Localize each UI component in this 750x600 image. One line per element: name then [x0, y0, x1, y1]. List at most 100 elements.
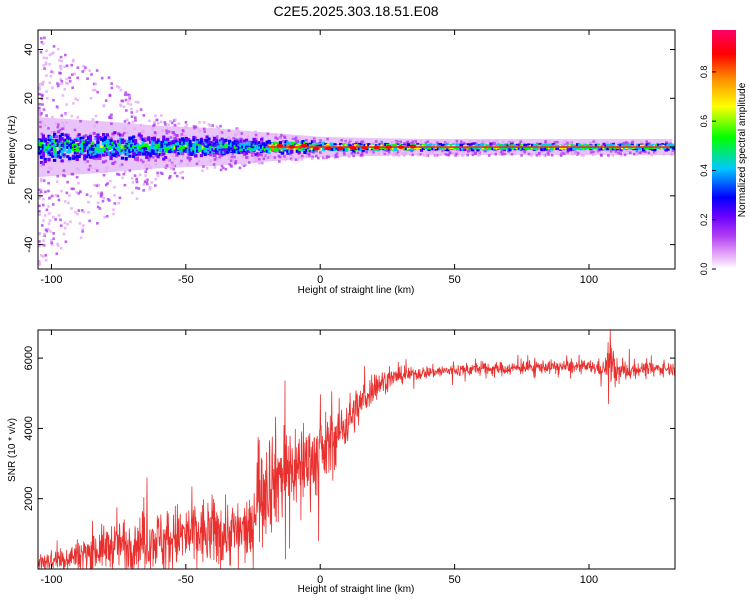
spectrogram-cell — [58, 149, 62, 153]
spectrogram-cell — [118, 133, 123, 137]
spectrogram-cell — [535, 151, 538, 155]
spectrogram-cell — [211, 124, 215, 127]
spectrogram-cell — [654, 151, 658, 155]
spectrogram-cell — [250, 145, 254, 149]
spectrogram-x-tick-label: 50 — [448, 274, 460, 286]
spectrogram-cell — [212, 142, 217, 146]
spectrogram-cell — [38, 188, 41, 192]
spectrogram-cell — [56, 143, 61, 147]
spectrogram-cell — [254, 144, 258, 148]
spectrogram-cell — [175, 134, 179, 138]
spectrogram-cell — [48, 62, 51, 66]
spectrogram-cell — [483, 142, 487, 146]
spectrogram-cell — [424, 141, 428, 145]
spectrogram-cell — [449, 149, 453, 152]
spectrogram-cell — [658, 144, 663, 148]
spectrogram-cell — [293, 147, 298, 151]
spectrogram-cell — [416, 142, 420, 146]
spectrogram-cell — [111, 153, 115, 157]
spectrogram-cell — [152, 156, 155, 159]
spectrogram-cell — [113, 131, 117, 135]
spectrogram-cell — [504, 144, 508, 148]
spectrogram-cell — [118, 196, 122, 200]
spectrogram-cell — [141, 149, 145, 153]
spectrogram-cell — [267, 144, 271, 148]
spectrogram-cell — [430, 148, 434, 152]
spectrogram-cell — [534, 147, 538, 151]
spectrogram-cell — [143, 137, 147, 141]
spectrogram-cell — [77, 192, 80, 195]
spectrogram-cell — [115, 155, 118, 159]
spectrogram-cell — [228, 139, 232, 143]
spectrogram-cell — [548, 140, 552, 144]
spectrogram-cell — [323, 156, 327, 160]
spectrogram-cell — [611, 154, 615, 157]
spectrogram-cell — [39, 177, 43, 181]
spectrogram-cell — [162, 139, 166, 143]
spectrogram-cell — [246, 146, 251, 150]
spectrogram-cell — [241, 163, 244, 166]
spectrogram-cell — [156, 140, 160, 144]
spectrogram-cell — [512, 146, 516, 150]
spectrogram-cell — [192, 150, 196, 154]
spectrogram-cell — [207, 137, 211, 141]
spectrogram-cell — [105, 147, 109, 151]
spectrogram-cell — [325, 156, 328, 160]
spectrogram-cell — [181, 176, 185, 180]
spectrogram-cell — [294, 158, 298, 161]
spectrogram-cell — [239, 148, 243, 152]
spectrogram-cell — [126, 141, 130, 145]
spectrogram-cell — [163, 121, 167, 124]
spectrogram-cell — [211, 145, 215, 149]
spectrogram-cell — [45, 146, 49, 150]
spectrogram-cell — [530, 143, 535, 147]
spectrogram-cell — [617, 144, 621, 148]
spectrogram-cell — [162, 135, 166, 139]
spectrogram-cell — [275, 143, 279, 147]
spectrogram-cell — [85, 155, 89, 159]
spectrogram-cell — [49, 135, 53, 139]
snr-y-label: SNR (10 * v/v) — [7, 418, 18, 482]
spectrogram-cell — [59, 218, 62, 222]
spectrogram-cell — [184, 138, 188, 142]
spectrogram-cell — [47, 158, 51, 162]
spectrogram-cell — [147, 152, 151, 156]
spectrogram-cell — [135, 186, 138, 190]
spectrogram-cell — [98, 154, 102, 158]
spectrogram-cell — [468, 140, 472, 143]
spectrogram-cell — [511, 141, 514, 145]
spectrogram-cell — [340, 144, 345, 148]
spectrogram-cell — [59, 64, 63, 68]
spectrogram-cell — [462, 154, 465, 157]
spectrogram-cell — [244, 138, 249, 142]
spectrogram-cell — [135, 177, 138, 181]
spectrogram-x-ticks: -100 -50 0 50 100 — [40, 30, 598, 286]
spectrogram-cell — [111, 162, 115, 166]
spectrogram-cell — [110, 86, 114, 90]
spectrogram-cell — [327, 155, 331, 159]
spectrogram-cell — [46, 96, 49, 100]
spectrogram-cell — [230, 155, 234, 159]
spectrogram-cell — [47, 151, 51, 155]
spectrogram-cell — [567, 141, 571, 145]
spectrogram-cell — [500, 147, 505, 151]
spectrogram-cell — [68, 146, 72, 150]
spectrogram-cell — [52, 232, 55, 235]
spectrogram-cell — [152, 138, 156, 142]
spectrogram-cell — [391, 144, 395, 148]
spectrogram-cell — [459, 146, 463, 150]
spectrogram-cell — [626, 149, 630, 152]
spectrogram-cell — [207, 150, 211, 154]
spectrogram-cell — [438, 148, 441, 152]
spectrogram-cell — [180, 144, 185, 148]
spectrogram-cell — [143, 152, 147, 156]
spectrogram-cell — [123, 126, 127, 130]
spectrogram-cell — [546, 148, 549, 152]
spectrogram-cell — [45, 208, 49, 212]
spectrogram-cell — [112, 135, 115, 138]
spectrogram-cell — [61, 121, 65, 124]
spectrogram-cell — [318, 146, 322, 150]
spectrogram-peak — [300, 143, 308, 148]
spectrogram-cell — [411, 140, 415, 144]
spectrogram-cell — [559, 146, 563, 150]
